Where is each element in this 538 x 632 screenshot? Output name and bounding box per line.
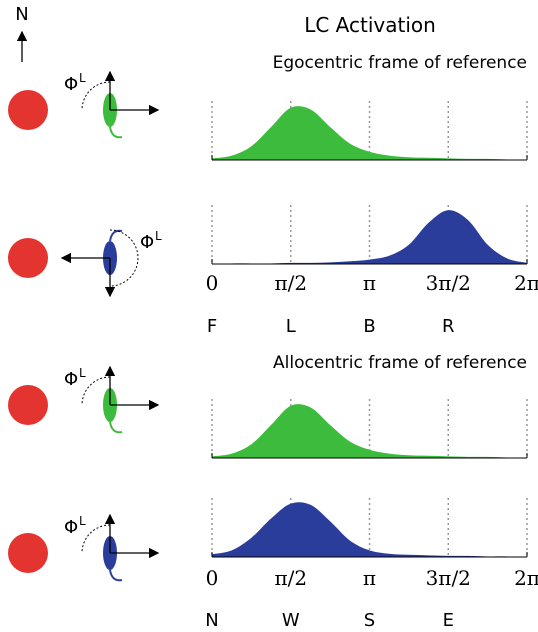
x-tick-label: 2π bbox=[514, 566, 538, 590]
direction-label: B bbox=[363, 316, 375, 337]
direction-label: L bbox=[286, 316, 296, 337]
animal-tail bbox=[109, 126, 123, 139]
animal-tail bbox=[109, 569, 123, 582]
angle-arc bbox=[81, 524, 111, 554]
angle-superscript: L bbox=[79, 514, 86, 528]
angle-superscript: L bbox=[79, 366, 86, 380]
chart-title: Allocentric frame of reference bbox=[273, 353, 527, 373]
direction-label: N bbox=[205, 610, 218, 631]
animal-tail bbox=[109, 229, 123, 242]
landmark bbox=[8, 90, 48, 130]
angle-label: Φ bbox=[140, 232, 154, 253]
area bbox=[212, 106, 527, 160]
landmark bbox=[8, 385, 48, 425]
landmark bbox=[8, 238, 48, 278]
chart-title: Egocentric frame of reference bbox=[273, 53, 527, 73]
x-tick-label: π/2 bbox=[274, 566, 307, 590]
main-title: LC Activation bbox=[304, 13, 436, 37]
north-label: N bbox=[15, 4, 28, 25]
x-tick-label: 0 bbox=[206, 271, 219, 295]
direction-label: W bbox=[282, 610, 300, 631]
x-tick-label: π bbox=[363, 271, 376, 295]
area bbox=[212, 210, 527, 264]
angle-arc bbox=[81, 376, 111, 406]
x-tick-label: 3π/2 bbox=[426, 271, 471, 295]
angle-label: Φ bbox=[64, 517, 78, 538]
direction-label: R bbox=[442, 316, 455, 337]
area bbox=[212, 502, 527, 557]
angle-superscript: L bbox=[79, 71, 86, 85]
area bbox=[212, 404, 527, 458]
x-tick-label: π/2 bbox=[274, 271, 307, 295]
x-tick-label: π bbox=[363, 566, 376, 590]
direction-label: E bbox=[443, 610, 454, 631]
angle-arc bbox=[81, 81, 111, 111]
x-tick-label: 3π/2 bbox=[426, 566, 471, 590]
x-tick-label: 2π bbox=[514, 271, 538, 295]
direction-label: S bbox=[364, 610, 375, 631]
animal-tail bbox=[109, 421, 123, 434]
angle-superscript: L bbox=[155, 229, 162, 243]
x-tick-label: 0 bbox=[206, 566, 219, 590]
angle-label: Φ bbox=[64, 369, 78, 390]
angle-arc bbox=[109, 229, 139, 287]
angle-label: Φ bbox=[64, 74, 78, 95]
direction-label: F bbox=[207, 316, 217, 337]
landmark bbox=[8, 533, 48, 573]
